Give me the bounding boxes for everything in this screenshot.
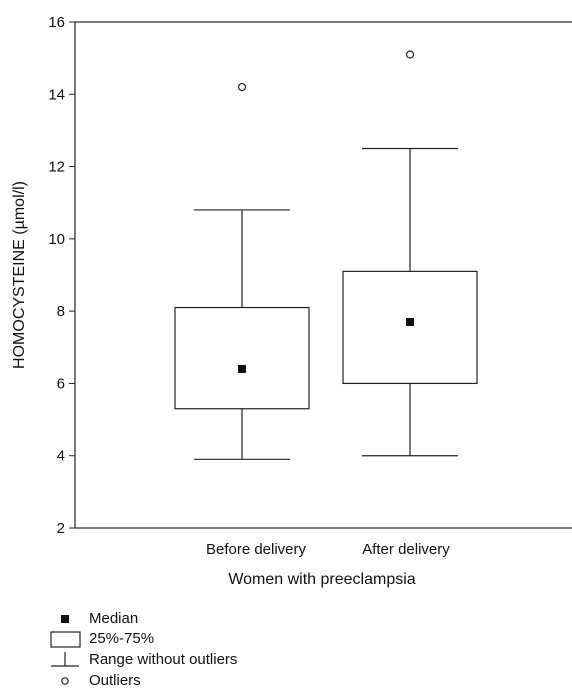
median-marker [406, 317, 414, 326]
x-axis-title: Women with preeclampsia [228, 571, 415, 588]
box-2 [342, 50, 478, 457]
y-tick-label: 2 [57, 520, 65, 537]
legend-label: Range without outliers [89, 651, 237, 668]
median-legend-icon [61, 615, 69, 623]
legend-label: Outliers [89, 672, 141, 689]
legend-item-box: 25%-75% [50, 630, 154, 648]
legend-label: Median [89, 610, 138, 627]
outlier-point [237, 82, 247, 92]
outlier-point [405, 50, 415, 59]
category-labels: Before delivery After delivery [206, 541, 450, 558]
legend-label: 25%-75% [89, 630, 154, 647]
category-label: Before delivery [206, 541, 307, 558]
y-axis: 2 4 6 8 10 12 14 16 [48, 14, 75, 537]
category-label: After delivery [362, 541, 450, 558]
boxes [174, 50, 478, 460]
median-marker [238, 364, 246, 373]
y-tick-label: 4 [57, 448, 65, 465]
box-1 [174, 82, 310, 460]
y-tick-label: 12 [48, 159, 65, 176]
y-tick-label: 14 [48, 86, 65, 103]
legend-item-outlier-circle: Outliers [61, 672, 141, 689]
y-axis-title: HOMOCYSTEINE (µmol/l) [11, 181, 28, 369]
plot-frame [74, 21, 572, 529]
y-tick-label: 8 [57, 303, 65, 320]
legend: Median 25%-75% Range without outliers Outli… [50, 610, 237, 689]
y-tick-label: 10 [48, 231, 65, 248]
iqr-box [174, 306, 310, 410]
y-tick-label: 16 [48, 14, 65, 31]
legend-item-median-square: Median [61, 610, 138, 627]
box-legend-icon [50, 631, 81, 648]
legend-item-whisker: Range without outliers [51, 651, 237, 668]
outlier-legend-icon [61, 677, 69, 685]
iqr-box [342, 270, 478, 385]
y-tick-label: 6 [57, 375, 65, 392]
